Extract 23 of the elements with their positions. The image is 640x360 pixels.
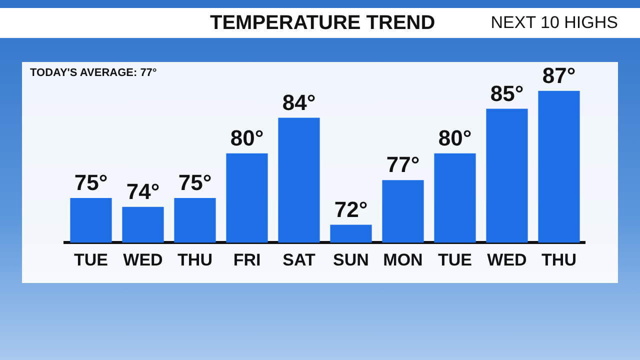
chart-subtitle: NEXT 10 HIGHS xyxy=(490,13,618,33)
x-tick-label: FRI xyxy=(233,250,261,270)
x-tick-label: SAT xyxy=(282,250,316,270)
data-label: 87° xyxy=(542,62,576,88)
x-tick-label: WED xyxy=(487,250,527,270)
data-label: 74° xyxy=(126,178,160,204)
x-tick-label: TUE xyxy=(438,250,472,270)
data-label: 80° xyxy=(438,125,472,150)
data-label: 72° xyxy=(334,196,368,222)
data-label: 77° xyxy=(386,152,420,178)
x-tick-label: THU xyxy=(542,250,576,270)
x-tick-label: TUE xyxy=(74,250,108,270)
data-label: 80° xyxy=(230,125,264,150)
text: TODAY'S AVERAGE: 77° xyxy=(30,67,157,79)
x-tick-label: WED xyxy=(123,250,163,270)
x-tick-label: SUN xyxy=(333,250,369,270)
data-label: 85° xyxy=(490,80,524,106)
data-label: 75° xyxy=(74,170,108,196)
x-tick-label: THU xyxy=(178,250,212,270)
chart-title: TEMPERATURE TREND xyxy=(210,12,436,35)
data-label: 75° xyxy=(178,170,212,196)
x-tick-label: MON xyxy=(383,250,423,270)
data-label: 84° xyxy=(282,90,316,115)
